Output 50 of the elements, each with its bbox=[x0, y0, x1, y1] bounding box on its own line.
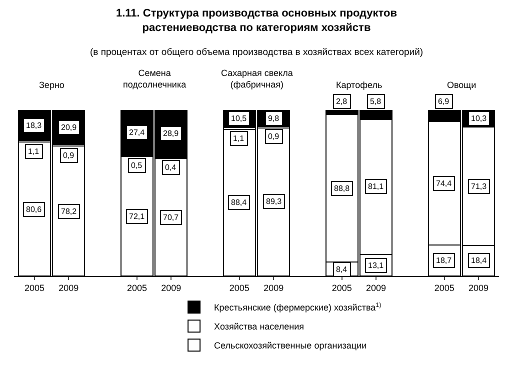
data-label: 27,4 bbox=[129, 128, 146, 137]
x-tick-label: 2009 bbox=[366, 282, 386, 293]
data-label: 18,7 bbox=[436, 256, 452, 265]
text: Семена подсолнечника bbox=[123, 68, 186, 90]
data-label: 2,8 bbox=[336, 97, 348, 106]
chart-subtitle: (в процентах от общего объема производства в хозяйствах всех категорий) bbox=[90, 47, 424, 58]
data-label: 1,1 bbox=[233, 134, 245, 143]
text: Картофель bbox=[336, 80, 382, 90]
data-label: 0,9 bbox=[268, 132, 280, 141]
x-tick-label: 2009 bbox=[161, 282, 182, 293]
x-tick-label: 2005 bbox=[332, 282, 352, 293]
x-tick-label: 2009 bbox=[468, 282, 489, 293]
data-label: 10,3 bbox=[471, 114, 488, 123]
text: Сахарная свекла (фабричная) bbox=[221, 68, 293, 90]
data-label: 9,8 bbox=[268, 114, 280, 123]
data-label: 6,9 bbox=[438, 97, 450, 106]
data-label: 89,3 bbox=[266, 197, 282, 206]
data-label: 72,1 bbox=[129, 212, 146, 221]
data-label: 80,6 bbox=[26, 205, 42, 214]
data-label: 28,9 bbox=[163, 129, 180, 138]
data-label: 0,9 bbox=[63, 151, 75, 160]
data-label: 13,1 bbox=[368, 261, 384, 270]
data-label: 81,1 bbox=[368, 182, 384, 191]
legend-label: Крестьянские (фермерские) хозяйства$^{1)}$ bbox=[214, 302, 382, 313]
text: Зерно bbox=[39, 80, 64, 90]
x-tick-label: 2005 bbox=[229, 282, 250, 293]
x-tick-label: 2005 bbox=[126, 282, 147, 293]
data-label: 5,8 bbox=[370, 97, 382, 106]
legend-label: Сельскохозяйственные организации bbox=[214, 340, 367, 351]
x-tick-label: 2005 bbox=[434, 282, 454, 293]
chart-title: 1.11. Структура производства основных продуктов растениеводства по категориям хозяйств bbox=[116, 8, 398, 34]
x-tick-label: 2009 bbox=[58, 282, 79, 293]
data-label: 70,7 bbox=[163, 213, 180, 222]
data-label: 78,2 bbox=[61, 207, 78, 216]
data-label: 88,4 bbox=[231, 198, 248, 207]
x-tick-label: 2009 bbox=[264, 282, 284, 293]
data-label: 10,5 bbox=[231, 114, 248, 123]
data-label: 18,3 bbox=[26, 121, 42, 130]
data-label: 1,1 bbox=[28, 147, 40, 156]
x-tick-label: 2005 bbox=[24, 282, 45, 293]
data-label: 88,8 bbox=[334, 184, 350, 193]
data-label: 18,4 bbox=[471, 256, 488, 265]
text: Овощи bbox=[447, 80, 476, 90]
data-label: 71,3 bbox=[471, 182, 488, 191]
data-label: 74,4 bbox=[436, 179, 452, 188]
data-label: 20,9 bbox=[61, 123, 78, 132]
data-label: 0,4 bbox=[165, 163, 177, 172]
data-label: 0,5 bbox=[131, 161, 143, 170]
data-label: 8,4 bbox=[336, 265, 348, 274]
legend-label: Хозяйства населения bbox=[214, 322, 304, 332]
